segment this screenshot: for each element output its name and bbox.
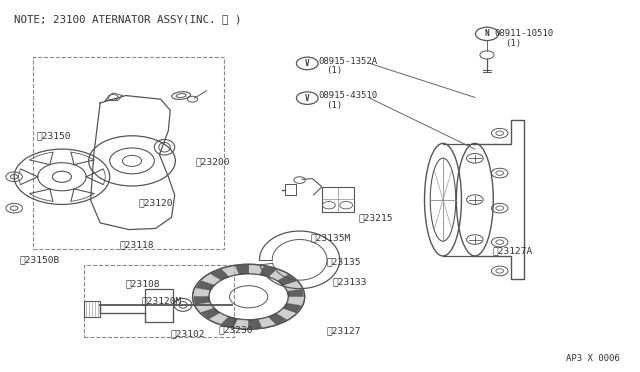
Wedge shape: [211, 269, 229, 280]
Text: ※23127: ※23127: [326, 326, 361, 335]
Text: (1): (1): [326, 66, 342, 75]
Text: ※23102: ※23102: [170, 329, 205, 338]
Wedge shape: [248, 265, 264, 275]
Text: ※23127A: ※23127A: [492, 246, 532, 255]
Wedge shape: [195, 302, 214, 312]
Wedge shape: [221, 317, 237, 327]
Text: (1): (1): [326, 101, 342, 110]
Text: 08915-1352A: 08915-1352A: [319, 57, 378, 66]
Text: ※23200: ※23200: [196, 157, 230, 167]
Wedge shape: [221, 266, 239, 277]
Text: ※23120: ※23120: [138, 198, 173, 207]
Text: 08915-43510: 08915-43510: [319, 92, 378, 100]
Wedge shape: [194, 288, 211, 297]
Text: ※23133: ※23133: [333, 278, 367, 286]
Wedge shape: [248, 319, 262, 328]
Wedge shape: [287, 297, 303, 305]
Text: ※23120M: ※23120M: [141, 296, 182, 305]
Wedge shape: [276, 308, 296, 320]
Wedge shape: [209, 313, 229, 324]
Wedge shape: [194, 297, 211, 304]
Text: AP3 X 0006: AP3 X 0006: [566, 354, 620, 363]
Wedge shape: [268, 269, 288, 281]
Wedge shape: [260, 266, 276, 277]
Text: ※23150B: ※23150B: [19, 255, 60, 264]
Text: ※23108: ※23108: [125, 279, 160, 288]
Wedge shape: [277, 275, 296, 285]
Text: V: V: [305, 94, 310, 103]
Text: ※23230: ※23230: [218, 326, 253, 334]
Wedge shape: [268, 313, 287, 324]
Wedge shape: [287, 289, 303, 297]
Wedge shape: [236, 265, 248, 275]
Wedge shape: [283, 281, 302, 291]
Text: 08911-10510: 08911-10510: [494, 29, 553, 38]
Text: V: V: [305, 59, 310, 68]
Wedge shape: [201, 308, 220, 319]
Text: ※23118: ※23118: [119, 241, 154, 250]
Text: ※23135: ※23135: [326, 257, 361, 266]
Wedge shape: [234, 319, 248, 328]
Wedge shape: [283, 303, 301, 312]
Text: NOTE; 23100 ATERNATOR ASSY(INC. ※ ): NOTE; 23100 ATERNATOR ASSY(INC. ※ ): [14, 14, 242, 24]
Text: N: N: [484, 29, 489, 38]
Text: (1): (1): [505, 39, 521, 48]
Text: ※23215: ※23215: [358, 213, 393, 222]
Wedge shape: [201, 274, 221, 285]
Wedge shape: [196, 281, 214, 291]
Wedge shape: [258, 317, 276, 328]
Text: ※23135M: ※23135M: [310, 233, 351, 242]
Text: ※23150: ※23150: [36, 132, 71, 141]
